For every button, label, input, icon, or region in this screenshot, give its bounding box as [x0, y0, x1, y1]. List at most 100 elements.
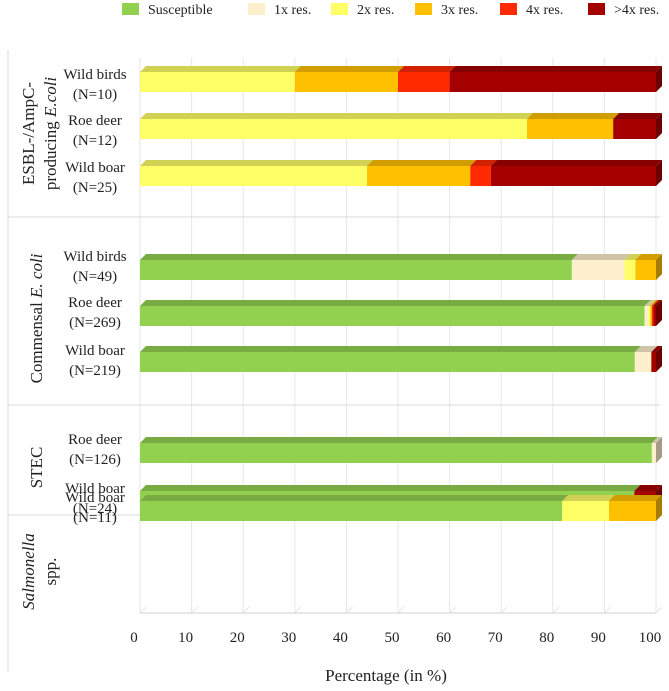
x-axis: 0 10 20 30 40 50 60 70 80 90 100	[130, 612, 662, 646]
group-label-text: STEC	[27, 447, 46, 489]
bar-segment-top	[294, 66, 404, 72]
bar-segment-top	[644, 300, 655, 306]
x-tick-label: 50	[385, 630, 400, 646]
bar-segment-top	[650, 300, 658, 306]
gridline-depth	[655, 606, 663, 614]
gridline-depth	[139, 606, 147, 614]
gridline-depth	[552, 606, 560, 614]
legend-swatch	[500, 3, 517, 15]
category-n: (N=126)	[69, 452, 121, 468]
bar-segment	[650, 306, 652, 326]
legend-label: 1x res.	[274, 3, 311, 18]
bar-segment	[140, 260, 572, 280]
bar-segment-top	[140, 254, 578, 260]
x-tick-label: 90	[591, 630, 606, 646]
legend-swatch	[588, 3, 605, 15]
group-labels: ESBL-/AmpC-producing E.coli Commensal E. …	[19, 77, 60, 610]
bar-segment	[634, 352, 652, 372]
legend-swatch	[415, 3, 432, 15]
gridline-depth	[191, 606, 198, 614]
bar-segment-top	[634, 346, 658, 352]
category-labels: Wild birds(N=10)Roe deer(N=12)Wild boar(…	[63, 67, 126, 526]
gridline-depth	[294, 606, 302, 614]
group-label: ESBL-/AmpC-	[19, 82, 38, 185]
legend-label: 2x res.	[357, 3, 394, 18]
category-n: (N=219)	[69, 363, 121, 379]
bar-segment	[651, 443, 656, 463]
bar-segment	[449, 72, 656, 92]
group-label-text: producing	[41, 117, 60, 190]
bar-segment	[367, 166, 471, 186]
x-tick-label: 30	[281, 630, 296, 646]
bar-segment	[651, 352, 656, 372]
gridline-depth	[500, 606, 508, 614]
x-tick-label: 60	[436, 630, 451, 646]
bar-segment-top	[140, 66, 301, 72]
legend-label: 3x res.	[441, 3, 478, 18]
group-label: Salmonella	[19, 533, 38, 610]
bar-segment	[635, 260, 656, 280]
bar-segment	[140, 352, 635, 372]
category-n: (N=49)	[73, 269, 117, 285]
x-tick-label: 80	[539, 630, 554, 646]
category-name: Roe deer	[68, 113, 122, 129]
category-name: Wild boar	[65, 481, 125, 497]
group-label-text: Commensal	[27, 298, 46, 383]
x-tick-label: 40	[333, 630, 348, 646]
bar-segment-top	[140, 495, 569, 501]
bar-segment-top	[634, 485, 662, 491]
bar-segment	[613, 119, 656, 139]
group-label-text: spp.	[41, 558, 60, 586]
bar-segment-top	[571, 254, 631, 260]
bar-segment-top	[527, 113, 620, 119]
bar-segment	[140, 443, 652, 463]
x-tick-label: 100	[639, 630, 662, 646]
bar-segment-top	[470, 160, 497, 166]
bar-segment	[398, 72, 450, 92]
x-tick-label: 20	[230, 630, 245, 646]
bar-segment	[140, 119, 527, 139]
chart-legend: Susceptible 1x res. 2x res. 3x res. 4x res. >…	[122, 3, 659, 18]
legend-swatch	[248, 3, 265, 15]
bar-segment-top	[651, 437, 662, 443]
category-n: (N=11)	[73, 510, 117, 526]
bar-segment	[470, 166, 491, 186]
group-label-text: ESBL-/AmpC-	[19, 82, 38, 185]
category-name: Roe deer	[68, 295, 122, 311]
bar-segment-top	[651, 346, 662, 352]
chart-gridlines	[139, 58, 663, 614]
bar-segment	[624, 260, 636, 280]
group-label-italic: Salmonella	[19, 533, 38, 610]
bar-segment-side	[656, 160, 662, 186]
category-name: Wild boar	[65, 160, 125, 176]
legend-swatch	[122, 3, 139, 15]
bar-segment-top	[635, 254, 662, 260]
gridline-depth	[449, 606, 456, 614]
category-n: (N=25)	[73, 180, 117, 196]
group-label: STEC	[27, 447, 46, 489]
category-n: (N=10)	[73, 87, 117, 103]
bar-segment-top	[613, 113, 662, 119]
bar-segment	[490, 166, 656, 186]
bar-segment-top	[140, 346, 641, 352]
bar-segment	[140, 501, 563, 521]
bar-segment-top	[140, 485, 641, 491]
legend-label: Susceptible	[148, 3, 213, 18]
legend-label: 4x res.	[526, 3, 563, 18]
bar-segment-side	[656, 437, 662, 463]
bar-segment	[571, 260, 625, 280]
category-name: Roe deer	[68, 432, 122, 448]
bar-segment-top	[490, 160, 662, 166]
bar-segment-top	[140, 300, 651, 306]
bar-segment-top	[653, 300, 662, 306]
x-tick-label: 0	[130, 630, 138, 646]
bars	[140, 66, 662, 521]
category-name: Wild boar	[65, 490, 125, 506]
bar-segment-top	[562, 495, 616, 501]
bar-segment-top	[140, 113, 533, 119]
bar-segment-top	[140, 437, 658, 443]
x-tick-label: 70	[488, 630, 503, 646]
bar-segment	[653, 306, 656, 326]
bar-segment-side	[656, 254, 662, 280]
